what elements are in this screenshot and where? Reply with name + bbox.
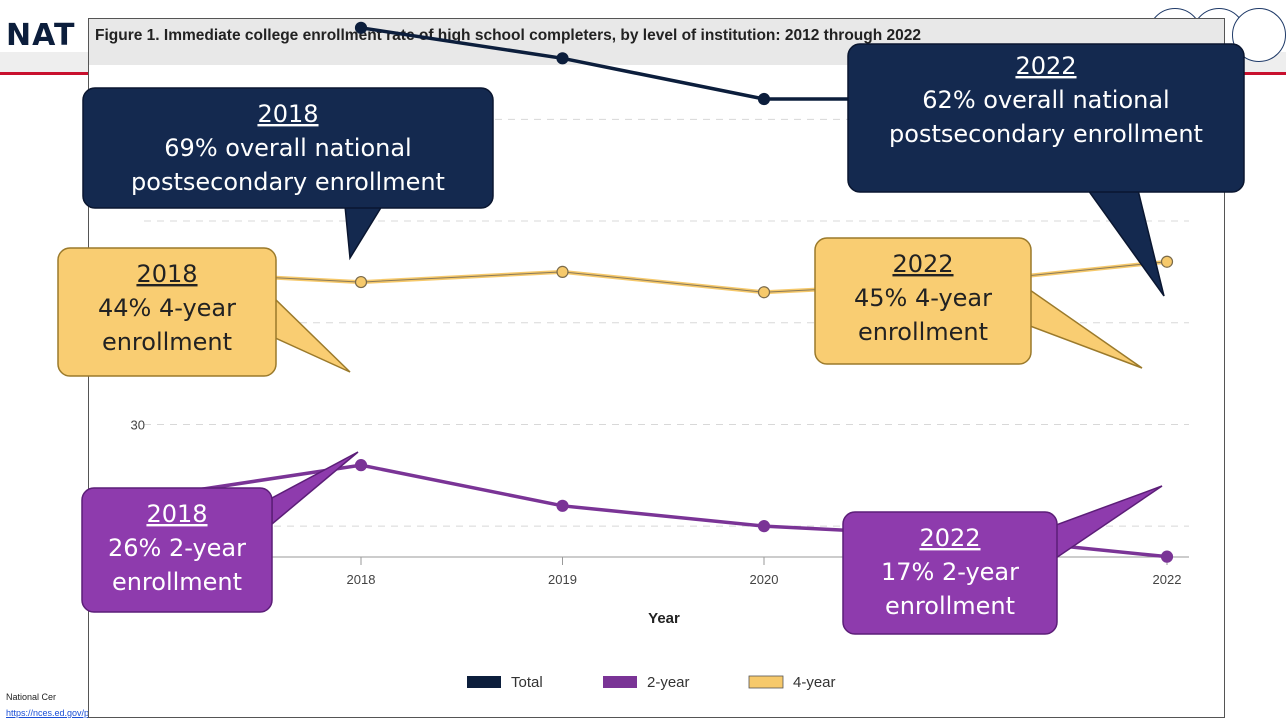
callout-text: 44% 4-year bbox=[98, 294, 236, 322]
callout-box bbox=[57, 247, 277, 377]
legend-label: 4-year bbox=[793, 674, 836, 691]
callout-text: postsecondary enrollment bbox=[131, 168, 445, 196]
chart-title: Figure 1. Immediate college enrollment r… bbox=[95, 27, 921, 44]
callout-year: 2018 bbox=[146, 500, 207, 528]
data-point bbox=[354, 459, 368, 472]
callout-pointer bbox=[1086, 189, 1165, 297]
data-point bbox=[354, 275, 368, 289]
data-point bbox=[1160, 550, 1174, 563]
callout-year: 2018 bbox=[136, 260, 197, 288]
callout-year: 2022 bbox=[1015, 52, 1076, 80]
x-tick-label: 2019 bbox=[548, 572, 577, 587]
callout-pointer bbox=[1029, 288, 1143, 369]
callout-text: 17% 2-year bbox=[881, 558, 1019, 586]
callout-text: 62% overall national bbox=[922, 86, 1169, 114]
legend-swatch bbox=[603, 676, 637, 688]
legend-swatch bbox=[748, 675, 784, 689]
callout-box bbox=[847, 43, 1245, 193]
data-point bbox=[354, 21, 368, 34]
data-point bbox=[757, 520, 771, 533]
slide-title: NAT bbox=[6, 18, 76, 53]
callout-box bbox=[814, 237, 1032, 365]
x-tick-label: 2020 bbox=[750, 572, 779, 587]
source-note: National Cer bbox=[6, 692, 57, 702]
callout-box bbox=[842, 511, 1058, 635]
callout-year: 2018 bbox=[257, 100, 318, 128]
callout-text: 69% overall national bbox=[164, 134, 411, 162]
legend-label: Total bbox=[511, 674, 543, 691]
callout-text: 45% 4-year bbox=[854, 284, 992, 312]
callout-text: 26% 2-year bbox=[108, 534, 246, 562]
callout-year: 2022 bbox=[919, 524, 980, 552]
x-tick-label: 2022 bbox=[1153, 572, 1182, 587]
data-point bbox=[757, 92, 771, 106]
callout-pointer bbox=[1055, 485, 1163, 560]
callout-box bbox=[82, 87, 494, 209]
data-point bbox=[556, 52, 569, 65]
callout-text: enrollment bbox=[885, 592, 1015, 620]
x-tick-label: 2018 bbox=[347, 572, 376, 587]
y-tick-label: 30 bbox=[131, 417, 145, 432]
x-axis-label: Year bbox=[648, 610, 680, 627]
data-point bbox=[1160, 255, 1174, 268]
callout-year: 2022 bbox=[892, 250, 953, 278]
callout-text: enrollment bbox=[102, 328, 232, 356]
callout-pointer bbox=[344, 205, 384, 261]
legend-swatch bbox=[467, 676, 501, 688]
callout-text: postsecondary enrollment bbox=[889, 120, 1203, 148]
data-point bbox=[757, 286, 771, 299]
figure-title-bar: Figure 1. Immediate college enrollment r… bbox=[89, 19, 1224, 65]
data-point bbox=[556, 265, 569, 278]
legend-label: 2-year bbox=[647, 674, 690, 691]
data-point bbox=[556, 499, 569, 512]
callout-box bbox=[81, 487, 273, 613]
callout-text: enrollment bbox=[858, 318, 988, 346]
callout-text: enrollment bbox=[112, 568, 242, 596]
callout-pointer bbox=[271, 451, 359, 526]
